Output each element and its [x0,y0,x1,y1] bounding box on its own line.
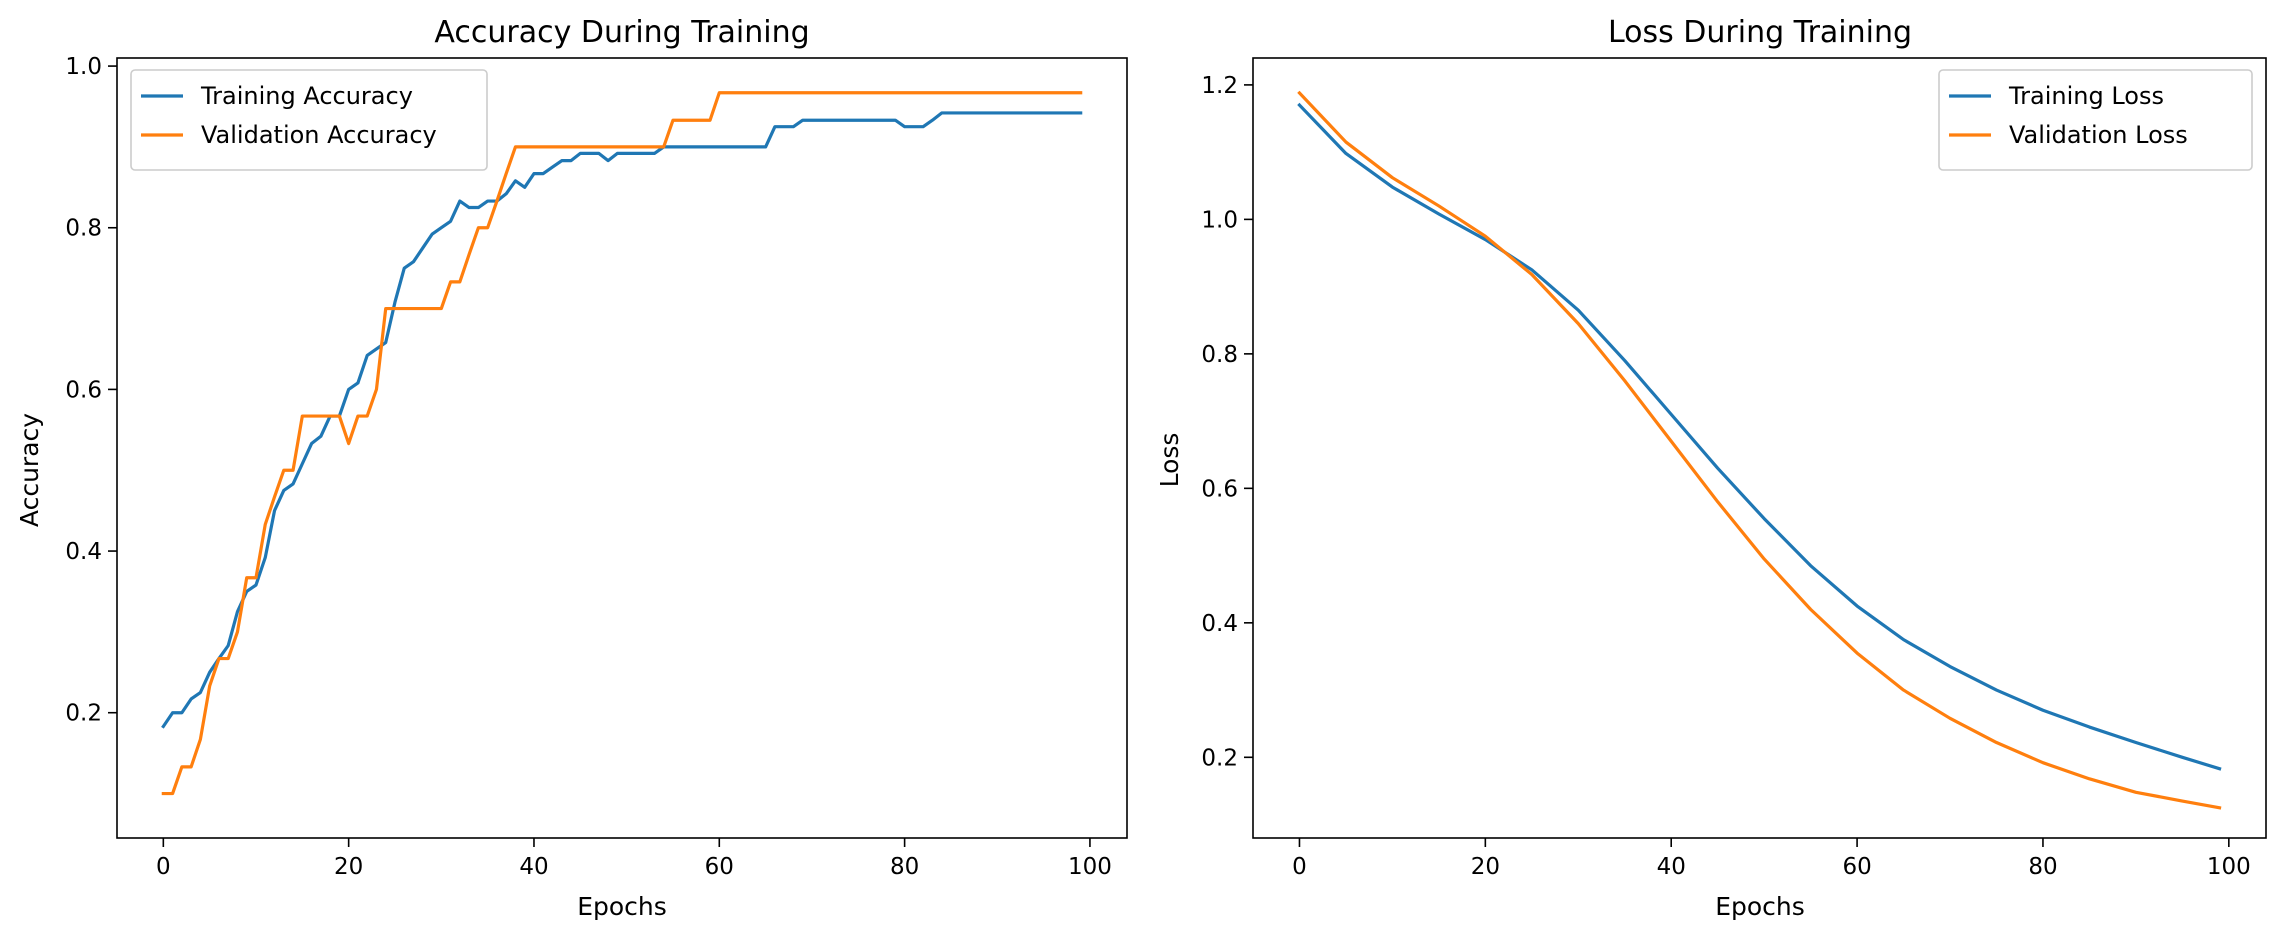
y-tick-label: 0.6 [1201,476,1238,502]
series-line-validation-loss [1297,90,2222,810]
x-tick-label: 0 [156,854,171,880]
plot-area-frame [1252,57,2267,839]
series-line-training-loss [1297,102,2222,771]
x-tick-label: 80 [2028,854,2057,880]
x-tick-label: 80 [890,854,919,880]
y-tick-label: 0.2 [1201,745,1238,771]
x-tick-label: 60 [705,854,734,880]
x-tick-label: 20 [334,854,363,880]
legend-box [130,69,488,171]
series-line-validation-accuracy [161,91,1083,796]
y-tick-label: 0.6 [65,377,102,403]
x-tick-label: 40 [519,854,548,880]
y-tick-label: 0.2 [65,701,102,727]
x-axis-label: Epochs [577,892,667,921]
accuracy-chart: Accuracy During Training Epochs Accuracy… [15,15,1128,921]
y-tick-label: 1.0 [65,54,102,80]
legend: Training Loss Validation Loss [1938,69,2253,171]
x-tick-label: 100 [2207,854,2251,880]
y-tick-label: 0.4 [65,539,102,565]
x-tick-label: 20 [1471,854,1500,880]
legend-label-training-loss: Training Loss [2008,82,2164,110]
legend: Training Accuracy Validation Accuracy [130,69,488,171]
legend-label-training-accuracy: Training Accuracy [200,82,413,110]
series-line-training-accuracy [161,111,1083,729]
y-tick-label: 0.4 [1201,611,1238,637]
chart-title: Loss During Training [1608,15,1912,50]
legend-label-validation-accuracy: Validation Accuracy [201,121,437,149]
x-tick-label: 40 [1657,854,1686,880]
y-tick-label: 0.8 [65,216,102,242]
x-tick-label: 0 [1292,854,1307,880]
legend-box [1938,69,2253,171]
y-axis-label: Loss [1155,433,1184,488]
y-tick-label: 0.8 [1201,342,1238,368]
legend-label-validation-loss: Validation Loss [2009,121,2188,149]
x-axis-label: Epochs [1715,892,1805,921]
x-tick-label: 100 [1068,854,1112,880]
y-axis-label: Accuracy [15,413,44,527]
loss-chart: Loss During Training Epochs Loss 0 20 40 60… [1155,15,2267,921]
y-tick-label: 1.0 [1201,207,1238,233]
chart-title: Accuracy During Training [434,15,809,50]
x-tick-label: 60 [1842,854,1871,880]
plot-area-frame [116,57,1128,839]
y-tick-label: 1.2 [1201,73,1238,99]
